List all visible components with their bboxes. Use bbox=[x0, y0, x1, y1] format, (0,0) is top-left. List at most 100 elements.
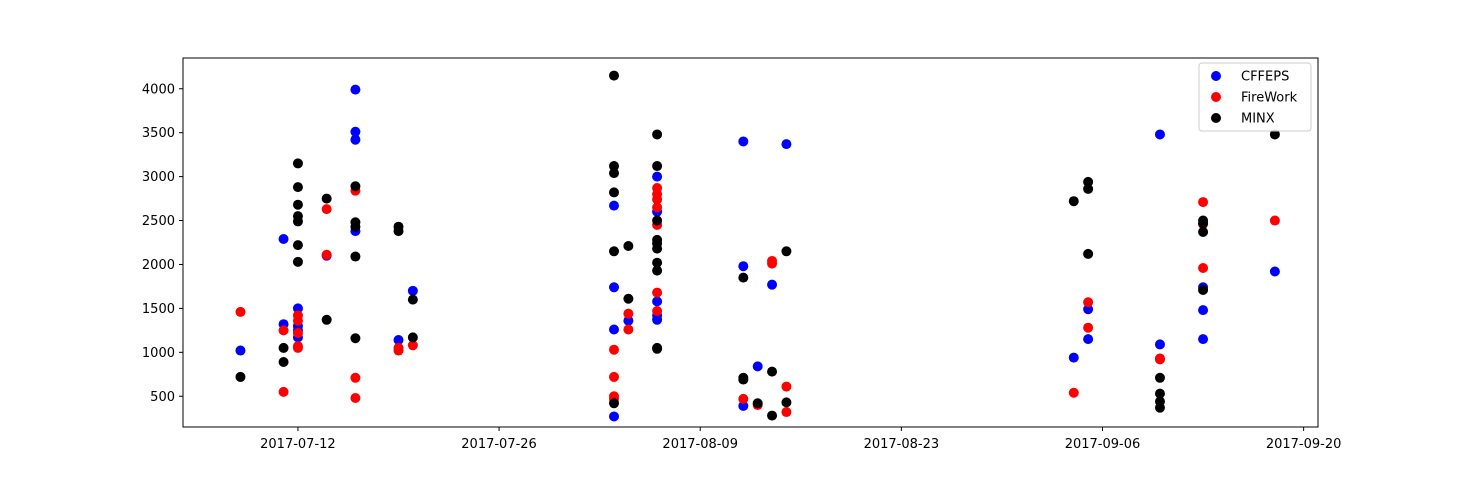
point-firework bbox=[321, 249, 332, 260]
legend-label-cffeps: CFFEPS bbox=[1241, 70, 1289, 85]
point-minx bbox=[1068, 196, 1079, 207]
point-minx bbox=[292, 199, 303, 210]
point-minx bbox=[407, 294, 418, 305]
point-minx bbox=[781, 246, 792, 257]
point-firework bbox=[652, 287, 663, 298]
point-minx bbox=[1269, 129, 1280, 140]
point-cffeps bbox=[767, 279, 778, 290]
point-cffeps bbox=[1154, 129, 1165, 140]
point-minx bbox=[652, 243, 663, 254]
points-layer bbox=[235, 70, 1280, 422]
y-axis: 500 1000 1500 2000 2500 3000 3500 4000 bbox=[142, 82, 183, 405]
point-firework bbox=[1068, 387, 1079, 398]
y-tick-label: 1000 bbox=[142, 346, 175, 361]
point-firework bbox=[235, 306, 246, 317]
point-firework bbox=[1083, 297, 1094, 308]
point-cffeps bbox=[350, 134, 361, 145]
point-minx bbox=[767, 366, 778, 377]
point-minx bbox=[350, 333, 361, 344]
point-minx bbox=[292, 240, 303, 251]
point-firework bbox=[292, 315, 303, 326]
point-minx bbox=[781, 397, 792, 408]
point-cffeps bbox=[350, 84, 361, 95]
y-tick-label: 2500 bbox=[142, 214, 175, 229]
point-firework bbox=[623, 324, 634, 335]
point-minx bbox=[1154, 372, 1165, 383]
point-cffeps bbox=[738, 400, 749, 411]
point-minx bbox=[278, 356, 289, 367]
point-firework bbox=[292, 342, 303, 353]
point-minx bbox=[1198, 226, 1209, 237]
point-minx bbox=[350, 221, 361, 232]
point-minx bbox=[321, 193, 332, 204]
series-minx bbox=[235, 70, 1280, 421]
point-cffeps bbox=[1198, 305, 1209, 316]
y-tick-label: 3000 bbox=[142, 170, 175, 185]
x-tick-label: 2017-08-23 bbox=[864, 437, 940, 452]
point-cffeps bbox=[609, 200, 620, 211]
point-firework bbox=[767, 258, 778, 269]
point-minx bbox=[652, 265, 663, 276]
point-minx bbox=[652, 215, 663, 226]
point-cffeps bbox=[781, 139, 792, 150]
point-minx bbox=[235, 371, 246, 382]
point-firework bbox=[652, 194, 663, 205]
x-tick-label: 2017-09-06 bbox=[1065, 437, 1141, 452]
point-cffeps bbox=[609, 324, 620, 335]
legend: CFFEPS FireWork MINX bbox=[1198, 62, 1312, 132]
point-firework bbox=[1198, 197, 1209, 208]
legend-box bbox=[1198, 62, 1312, 132]
point-firework bbox=[278, 325, 289, 336]
point-minx bbox=[1083, 176, 1094, 187]
point-cffeps bbox=[652, 296, 663, 307]
point-cffeps bbox=[1198, 334, 1209, 345]
point-minx bbox=[652, 129, 663, 140]
point-firework bbox=[350, 372, 361, 383]
point-minx bbox=[738, 374, 749, 385]
point-minx bbox=[278, 342, 289, 353]
point-minx bbox=[738, 272, 749, 283]
point-minx bbox=[1198, 284, 1209, 295]
point-cffeps bbox=[652, 171, 663, 182]
point-firework bbox=[1198, 262, 1209, 273]
point-firework bbox=[407, 340, 418, 351]
legend-label-firework: FireWork bbox=[1241, 91, 1298, 106]
plot-frame bbox=[182, 57, 1319, 428]
point-minx bbox=[350, 251, 361, 262]
point-minx bbox=[407, 332, 418, 343]
point-cffeps bbox=[738, 261, 749, 272]
point-minx bbox=[652, 257, 663, 268]
point-cffeps bbox=[350, 126, 361, 137]
point-firework bbox=[292, 327, 303, 338]
y-tick-label: 2000 bbox=[142, 258, 175, 273]
x-axis: 2017-07-12 2017-07-26 2017-08-09 2017-08-23… bbox=[260, 427, 1341, 452]
point-firework bbox=[623, 308, 634, 319]
point-minx bbox=[1198, 218, 1209, 229]
point-minx bbox=[321, 314, 332, 325]
point-firework bbox=[609, 344, 620, 355]
point-firework bbox=[350, 393, 361, 404]
x-tick-label: 2017-09-20 bbox=[1266, 437, 1342, 452]
point-cffeps bbox=[407, 285, 418, 296]
point-minx bbox=[652, 343, 663, 354]
legend-marker-minx bbox=[1211, 113, 1221, 123]
point-minx bbox=[350, 181, 361, 192]
point-cffeps bbox=[1083, 304, 1094, 315]
y-tick-label: 500 bbox=[150, 390, 175, 405]
point-minx bbox=[609, 70, 620, 81]
y-tick-label: 3500 bbox=[142, 126, 175, 141]
point-firework bbox=[278, 386, 289, 397]
point-firework bbox=[652, 202, 663, 213]
point-minx bbox=[652, 161, 663, 172]
point-cffeps bbox=[1269, 266, 1280, 277]
legend-marker-cffeps bbox=[1211, 71, 1221, 81]
point-firework bbox=[738, 393, 749, 404]
point-minx bbox=[609, 161, 620, 172]
point-cffeps bbox=[609, 282, 620, 293]
point-minx bbox=[1154, 402, 1165, 413]
legend-marker-firework bbox=[1211, 92, 1221, 102]
point-cffeps bbox=[752, 361, 763, 372]
point-firework bbox=[321, 204, 332, 215]
point-minx bbox=[752, 398, 763, 409]
